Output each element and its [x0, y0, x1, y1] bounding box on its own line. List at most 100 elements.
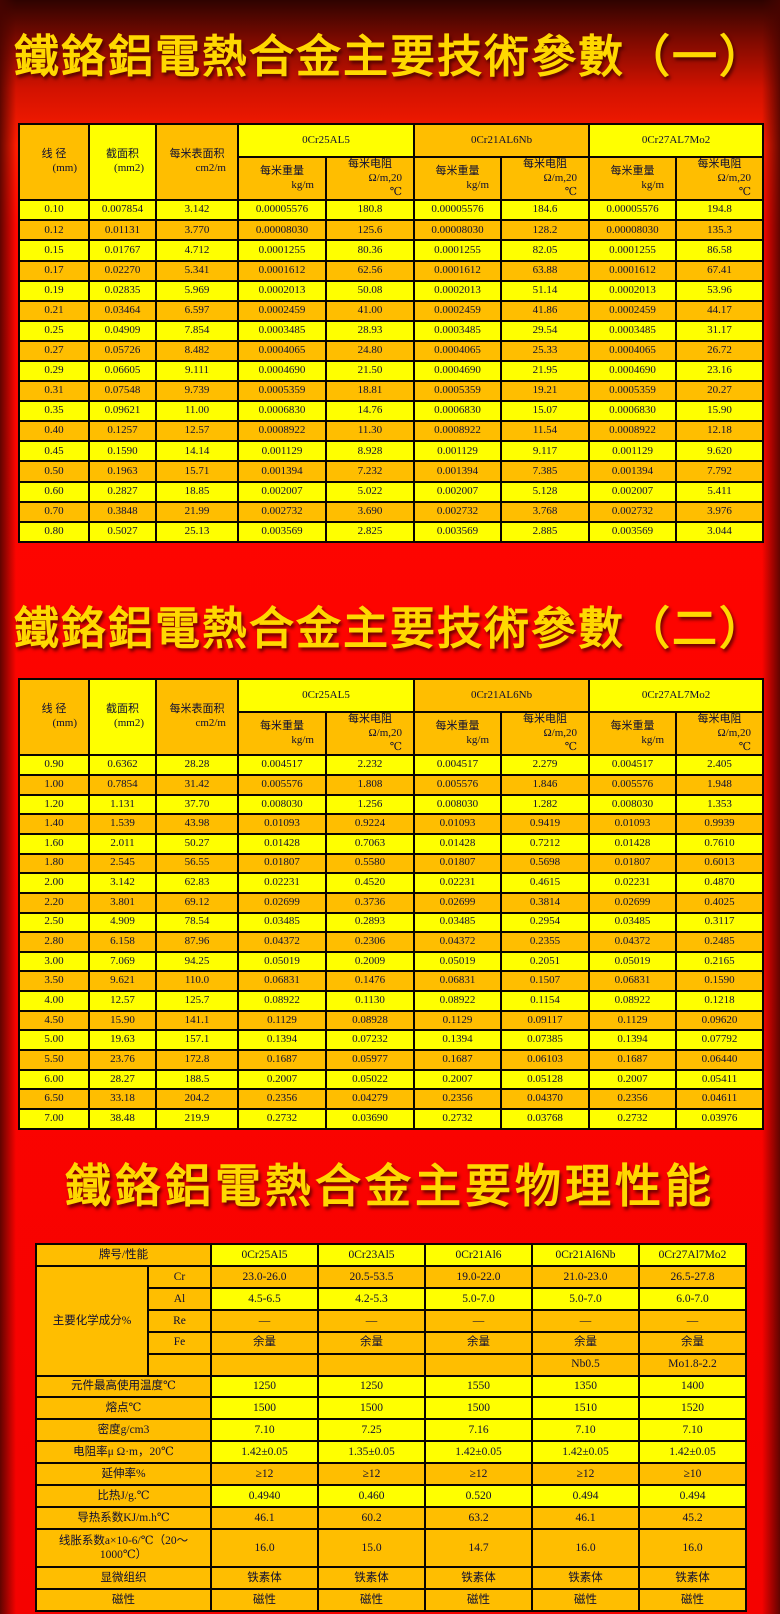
param-cell: 1.256: [324, 793, 416, 816]
param-cell: 31.17: [675, 319, 765, 342]
header-unit: kg/m: [291, 733, 314, 746]
param-cell: 141.1: [155, 1009, 239, 1032]
param-cell: 0.27: [18, 339, 90, 363]
chem-value-cell: 5.0-7.0: [424, 1286, 534, 1311]
param-cell: 2.80: [18, 931, 90, 953]
table-row: 7.00 38.48 219.9 0.2732 0.03690 0.2732 0.03768…: [18, 1108, 765, 1130]
element-label: Re: [146, 1308, 213, 1333]
param-cell: 0.01807: [588, 852, 678, 875]
param-cell: 0.31: [18, 380, 90, 403]
param-cell: 0.35: [18, 400, 90, 423]
param-cell: 0.0003485: [237, 319, 327, 342]
param-cell: 21.95: [500, 359, 591, 383]
chem-value-cell: 6.0-7.0: [638, 1286, 748, 1311]
param-cell: 1.131: [88, 793, 157, 816]
param-cell: 1.60: [18, 832, 90, 855]
property-value-cell: 1.35±0.05: [317, 1440, 427, 1465]
property-value-cell: 1510: [531, 1396, 641, 1421]
param-cell: 2.232: [324, 754, 416, 776]
property-value-cell: 1500: [210, 1396, 320, 1421]
param-cell: 0.002732: [413, 500, 503, 523]
param-cell: 44.17: [675, 299, 765, 322]
param-cell: 0.90: [18, 754, 90, 776]
subheader-row: 每米重量 kg/m 每米电阻 Ω/m,20 ℃ 每米重量 kg/m 每米电阻 Ω/m,20 ℃ 每米…: [19, 155, 765, 202]
table-row: 0.29 0.06605 9.111 0.0004690 21.50 0.0004690 2…: [18, 359, 765, 383]
property-value-cell: 磁性: [424, 1587, 534, 1613]
param-cell: 1.00: [18, 773, 90, 796]
param-cell: 3.768: [500, 500, 591, 523]
property-row: 元件最高使用温度℃ 1250 1250 1550 1350 1400: [34, 1374, 748, 1399]
table-row: 0.40 0.1257 12.57 0.0008922 11.30 0.0008922 11…: [18, 420, 765, 443]
param-cell: 21.99: [155, 500, 239, 523]
param-cell: 9.739: [155, 380, 239, 403]
param-cell: 0.3814: [500, 891, 591, 914]
alloy-group-header: 0Cr25AL5: [236, 123, 416, 158]
property-value-cell: 1.42±0.05: [638, 1440, 748, 1465]
param-cell: 0.17: [18, 259, 90, 282]
alloy-name-header: 0Cr25Al5: [210, 1243, 320, 1267]
table-row: 0.35 0.09621 11.00 0.0006830 14.76 0.0006830 1…: [18, 400, 765, 423]
param-cell: 19.21: [500, 380, 591, 403]
header-unit: Ω/m,20: [543, 726, 578, 739]
param-cell: 0.05128: [500, 1068, 591, 1091]
chem-value-cell: 余量: [531, 1330, 641, 1355]
header-label: 截面积: [106, 148, 139, 161]
param-cell: 0.3736: [324, 891, 416, 914]
param-cell: 157.1: [155, 1029, 239, 1052]
param-cell: 86.58: [675, 239, 765, 262]
param-cell: 0.2356: [588, 1088, 678, 1111]
table-row: 1.40 1.539 43.98 0.01093 0.9224 0.01093 0.9419…: [18, 813, 765, 835]
param-cell: 0.03485: [588, 911, 678, 934]
param-cell: 0.70: [18, 500, 90, 523]
table-row: 1.80 2.545 56.55 0.01807 0.5580 0.01807 0.5698…: [18, 852, 765, 875]
param-cell: 0.1963: [88, 460, 157, 483]
header-label: 线 径: [41, 148, 67, 161]
param-cell: 94.25: [155, 950, 239, 973]
param-cell: 188.5: [155, 1068, 239, 1091]
resistance-per-meter-header: 每米电阻 Ω/m,20 ℃: [500, 155, 591, 202]
header-label: 每米重量: [610, 719, 655, 732]
param-cell: 0.06440: [675, 1049, 765, 1071]
param-cell: 3.044: [675, 520, 765, 544]
param-cell: 0.00008030: [588, 219, 678, 242]
param-cell: 0.1394: [413, 1029, 503, 1052]
property-value-cell: 1.42±0.05: [210, 1440, 320, 1465]
param-cell: 3.976: [675, 500, 765, 523]
header-unit: cm2/m: [195, 162, 226, 175]
param-cell: 0.2009: [324, 950, 416, 973]
param-cell: 0.01093: [588, 813, 678, 835]
param-cell: 2.20: [18, 891, 90, 914]
param-cell: 0.001129: [413, 440, 503, 463]
cross-section-header: 截面积 (mm2): [88, 677, 157, 757]
param-cell: 0.19: [18, 279, 90, 302]
property-value-cell: ≥12: [317, 1462, 427, 1487]
param-cell: 0.003569: [413, 520, 503, 544]
param-cell: 0.2007: [413, 1068, 503, 1091]
param-cell: 2.405: [675, 754, 765, 776]
param-cell: 0.007854: [88, 199, 157, 222]
param-cell: 0.7212: [500, 832, 591, 855]
alloy-name-header: 0Cr27Al7Mo2: [638, 1243, 748, 1267]
chem-row: 主要化学成分% Cr 23.0-26.0 20.5-53.5 19.0-22.0 21.0…: [35, 1264, 748, 1377]
param-cell: 9.621: [88, 970, 157, 993]
param-cell: 15.90: [88, 1009, 157, 1032]
subheader-row: 每米重量 kg/m 每米电阻 Ω/m,20 ℃ 每米重量 kg/m 每米电阻 Ω/m,20 ℃ 每米…: [19, 710, 765, 757]
param-cell: 51.14: [500, 279, 591, 302]
param-cell: 0.0002013: [413, 279, 503, 302]
header-label: 每米表面积: [169, 703, 225, 716]
param-cell: 0.7610: [675, 832, 765, 855]
property-value-cell: 14.7: [424, 1527, 534, 1568]
param-cell: 0.0002013: [237, 279, 327, 302]
alloy-name-header: 0Cr21Al6Nb: [531, 1243, 641, 1267]
property-value-cell: 16.0: [638, 1527, 748, 1568]
header-unit: kg/m: [466, 178, 490, 191]
param-cell: 0.2732: [588, 1108, 678, 1130]
table-row: 0.27 0.05726 8.482 0.0004065 24.80 0.0004065 2…: [18, 339, 765, 363]
param-cell: 0.00005576: [237, 199, 327, 222]
param-cell: 69.12: [155, 891, 239, 914]
param-cell: 0.2732: [237, 1108, 327, 1130]
property-label: 元件最高使用温度℃: [34, 1374, 213, 1399]
param-cell: 24.80: [324, 339, 416, 363]
chem-group-label: 主要化学成分%: [35, 1264, 149, 1377]
table-row: 2.50 4.909 78.54 0.03485 0.2893 0.03485 0.2954…: [18, 911, 765, 934]
